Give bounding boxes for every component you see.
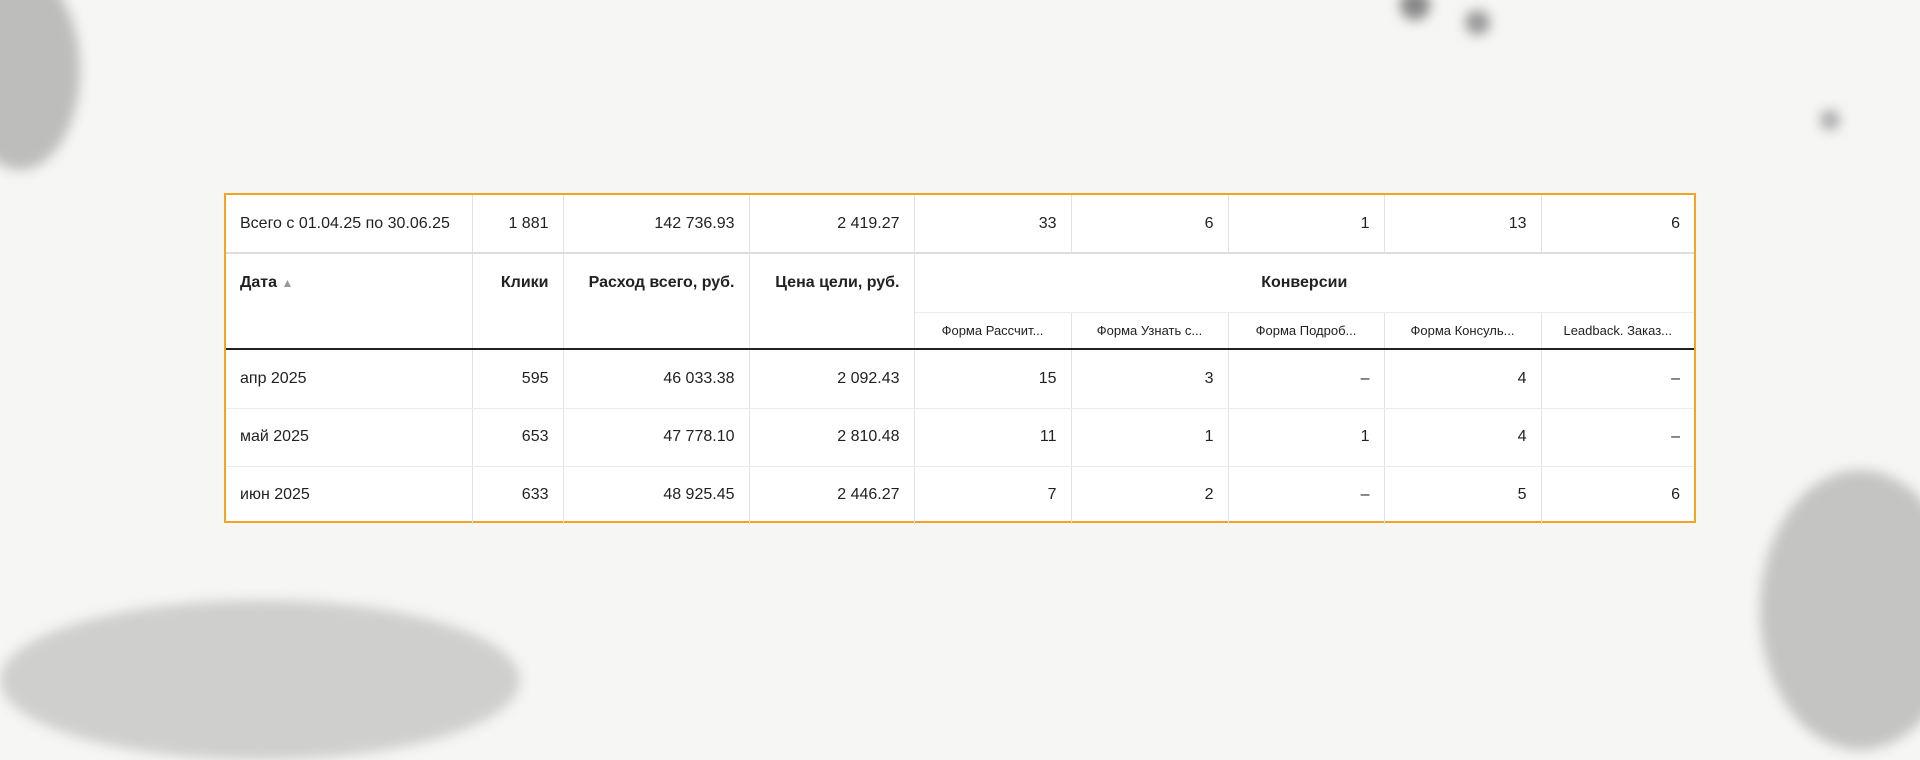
table-row: апр 2025 595 46 033.38 2 092.43 15 3 – 4… [226, 349, 1694, 409]
row-conversion: 2 [1071, 466, 1229, 524]
row-clicks: 653 [472, 408, 564, 467]
header-conversion-col[interactable]: Форма Подроб... [1228, 312, 1385, 350]
row-goal-price: 2 810.48 [749, 408, 915, 467]
header-conversion-col[interactable]: Форма Консуль... [1384, 312, 1542, 350]
row-date: апр 2025 [226, 349, 473, 409]
row-conversion: 3 [1071, 349, 1229, 409]
header-conversion-col[interactable]: Форма Узнать с... [1071, 312, 1229, 350]
row-conversion: 7 [914, 466, 1072, 524]
row-conversion: – [1541, 349, 1694, 409]
row-conversion: 1 [1228, 408, 1385, 467]
header-spend[interactable]: Расход всего, руб. [563, 253, 750, 350]
total-goal-price: 2 419.27 [749, 195, 915, 254]
row-conversion: 11 [914, 408, 1072, 467]
row-conversion: 6 [1671, 486, 1680, 504]
header-conversion-col[interactable]: Leadback. Заказ... [1541, 312, 1694, 350]
total-clicks: 1 881 [472, 195, 564, 254]
row-clicks: 595 [472, 349, 564, 409]
total-conversion: 6 [1071, 195, 1229, 254]
row-conversion: 15 [914, 349, 1072, 409]
sort-ascending-icon[interactable]: ▲ [281, 276, 294, 290]
row-spend: 48 925.45 [563, 466, 750, 524]
total-conversion: 6 [1541, 195, 1694, 254]
row-conversion: – [1228, 466, 1385, 524]
row-goal-price: 2 446.27 [749, 466, 915, 524]
table-row: май 2025 653 47 778.10 2 810.48 11 1 1 4… [226, 408, 1694, 467]
total-conversion: 1 [1228, 195, 1385, 254]
total-conversion: 33 [914, 195, 1072, 254]
row-spend: 47 778.10 [563, 408, 750, 467]
row-clicks: 633 [472, 466, 564, 524]
table-row: июн 2025 633 48 925.45 2 446.27 7 2 – 5 … [226, 466, 1694, 524]
header-date-label: Дата [240, 274, 278, 291]
total-spend: 142 736.93 [563, 195, 750, 254]
row-conversion: 5 [1384, 466, 1542, 524]
row-spend: 46 033.38 [563, 349, 750, 409]
total-row: Всего с 01.04.25 по 30.06.25 1 881 142 7… [226, 195, 1694, 254]
header-clicks[interactable]: Клики [472, 253, 564, 350]
row-conversion: – [1541, 408, 1694, 467]
row-date: май 2025 [226, 408, 473, 467]
total-label: Всего с 01.04.25 по 30.06.25 [226, 195, 473, 254]
header-conversion-col[interactable]: Форма Рассчит... [914, 312, 1072, 350]
row-date: июн 2025 [226, 466, 473, 524]
header-conversions: Конверсии [914, 253, 1694, 313]
header-goal-price[interactable]: Цена цели, руб. [749, 253, 915, 350]
row-conversion: 1 [1071, 408, 1229, 467]
row-conversion: 4 [1384, 408, 1542, 467]
statistics-table: Всего с 01.04.25 по 30.06.25 1 881 142 7… [224, 193, 1696, 524]
total-conversion: 13 [1384, 195, 1542, 254]
row-conversion: 4 [1384, 349, 1542, 409]
row-conversion: – [1228, 349, 1385, 409]
row-goal-price: 2 092.43 [749, 349, 915, 409]
header-date[interactable]: Дата ▲ [226, 253, 473, 350]
